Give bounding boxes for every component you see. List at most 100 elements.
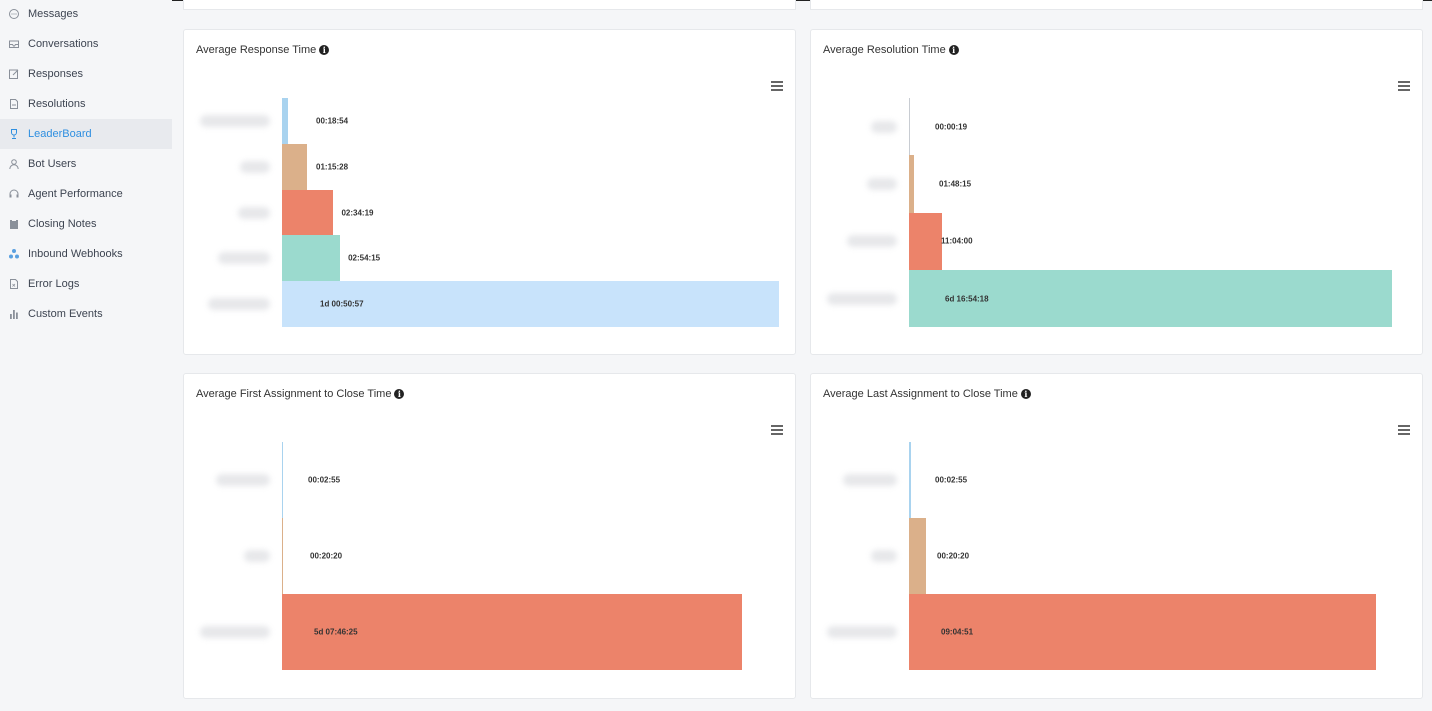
bar[interactable]	[282, 235, 341, 282]
chart-title: Average Response Time i	[196, 44, 330, 56]
category-label	[827, 292, 897, 305]
bar[interactable]	[909, 442, 912, 518]
clipboard-icon	[8, 218, 20, 230]
bar[interactable]	[282, 594, 742, 670]
info-icon[interactable]: i	[1020, 389, 1031, 399]
sidebar-item-inbound-webhooks[interactable]: Inbound Webhooks	[0, 239, 172, 269]
chart-title-text: Average First Assignment to Close Time	[196, 388, 392, 400]
category-label	[827, 626, 897, 638]
sidebar-item-label: Messages	[28, 8, 79, 20]
headset-icon	[8, 188, 20, 200]
category-label	[843, 474, 897, 486]
sidebar-item-responses[interactable]: Responses	[0, 59, 172, 89]
previous-card-bottom	[183, 0, 796, 10]
bar-value-label: 00:20:20	[310, 551, 343, 561]
category-label	[200, 114, 270, 127]
category-label	[208, 298, 270, 311]
sidebar-item-resolutions[interactable]: Resolutions	[0, 89, 172, 119]
category-label	[218, 252, 270, 265]
sidebar-item-label: LeaderBoard	[28, 128, 92, 140]
bar[interactable]	[282, 143, 308, 190]
chart-title-text: Average Last Assignment to Close Time	[823, 388, 1018, 400]
last-assignment-close-chart-card: Average Last Assignment to Close Time i 0…	[810, 373, 1423, 699]
category-label	[847, 235, 897, 248]
sidebar-item-label: Error Logs	[28, 278, 80, 290]
sidebar-item-conversations[interactable]: Conversations	[0, 29, 172, 59]
bar-chart-icon	[8, 308, 20, 320]
category-label	[871, 120, 897, 133]
chart-title: Average Resolution Time i	[823, 44, 959, 56]
log-icon	[8, 278, 20, 290]
category-label	[867, 177, 897, 190]
chart-title-text: Average Resolution Time	[823, 44, 946, 56]
chart-menu-icon[interactable]	[771, 425, 783, 435]
bar[interactable]	[282, 189, 334, 236]
sidebar-item-messages[interactable]: Messages	[0, 0, 172, 29]
bar-value-label: 11:04:00	[941, 236, 973, 246]
category-label	[240, 160, 270, 173]
sidebar-item-label: Bot Users	[28, 158, 77, 170]
bar-value-label: 00:20:20	[937, 551, 970, 561]
bar[interactable]	[909, 269, 1392, 328]
bar-value-label: 1d 00:50:57	[320, 299, 364, 309]
bar-value-label: 00:02:55	[935, 475, 968, 485]
category-label	[238, 206, 270, 219]
bar-value-label: 00:18:54	[316, 116, 349, 126]
sidebar: Messages Conversations Responses Resolution…	[0, 0, 172, 711]
sidebar-item-agent-performance[interactable]: Agent Performance	[0, 179, 172, 209]
bar-value-label: 02:34:19	[341, 208, 374, 217]
sidebar-item-bot-users[interactable]: Bot Users	[0, 149, 172, 179]
sidebar-item-leaderboard[interactable]: LeaderBoard	[0, 119, 172, 149]
bar-value-label: 01:15:28	[316, 162, 349, 172]
bar[interactable]	[909, 518, 927, 594]
previous-card-bottom	[810, 0, 1423, 10]
chart-menu-icon[interactable]	[771, 81, 783, 91]
info-icon[interactable]: i	[319, 45, 330, 55]
bar[interactable]	[282, 98, 289, 144]
sidebar-item-error-logs[interactable]: Error Logs	[0, 269, 172, 299]
bar-value-label: 00:00:19	[935, 122, 968, 132]
chart-title-text: Average Response Time	[196, 44, 317, 56]
message-icon	[8, 8, 20, 20]
chart-title: Average First Assignment to Close Time i	[196, 388, 405, 400]
sidebar-item-label: Resolutions	[28, 98, 86, 110]
edit-icon	[8, 68, 20, 80]
bar-value-label: 5d 07:46:25	[314, 627, 358, 637]
trophy-icon	[8, 128, 20, 140]
bar-value-label: 01:48:15	[939, 179, 972, 189]
category-label	[871, 550, 897, 562]
sidebar-item-label: Closing Notes	[28, 218, 97, 230]
sidebar-item-closing-notes[interactable]: Closing Notes	[0, 209, 172, 239]
sidebar-item-label: Inbound Webhooks	[28, 248, 123, 260]
info-icon[interactable]: i	[394, 389, 405, 399]
bar-value-label: 00:02:55	[308, 475, 341, 485]
bar-value-label: 09:04:51	[941, 627, 974, 637]
sidebar-item-label: Conversations	[28, 38, 99, 50]
chart-menu-icon[interactable]	[1398, 425, 1410, 435]
bar[interactable]	[909, 594, 1376, 670]
chart-title: Average Last Assignment to Close Time i	[823, 388, 1031, 400]
bar[interactable]	[282, 281, 779, 327]
info-icon[interactable]: i	[948, 45, 959, 55]
first-assignment-close-chart-card: Average First Assignment to Close Time i …	[183, 373, 796, 699]
chart-menu-icon[interactable]	[1398, 81, 1410, 91]
user-icon	[8, 158, 20, 170]
bar[interactable]	[282, 518, 284, 594]
category-label	[216, 474, 270, 486]
bar[interactable]	[909, 155, 915, 213]
sidebar-item-label: Responses	[28, 68, 84, 80]
bar[interactable]	[282, 442, 283, 518]
webhook-icon	[8, 248, 20, 260]
response-time-chart-card: Average Response Time i 00:18:54 01:15:28 0…	[183, 29, 796, 355]
sidebar-item-custom-events[interactable]: Custom Events	[0, 299, 172, 329]
category-label	[200, 626, 270, 638]
document-icon	[8, 98, 20, 110]
category-label	[244, 550, 270, 562]
bar-value-label: 02:54:15	[348, 253, 381, 263]
resolution-time-chart-card: Average Resolution Time i 00:00:19 01:48:1…	[810, 29, 1423, 355]
bar[interactable]	[909, 212, 943, 270]
sidebar-item-label: Agent Performance	[28, 188, 123, 200]
inbox-icon	[8, 38, 20, 50]
sidebar-item-label: Custom Events	[28, 308, 103, 320]
bar-value-label: 6d 16:54:18	[945, 294, 989, 304]
